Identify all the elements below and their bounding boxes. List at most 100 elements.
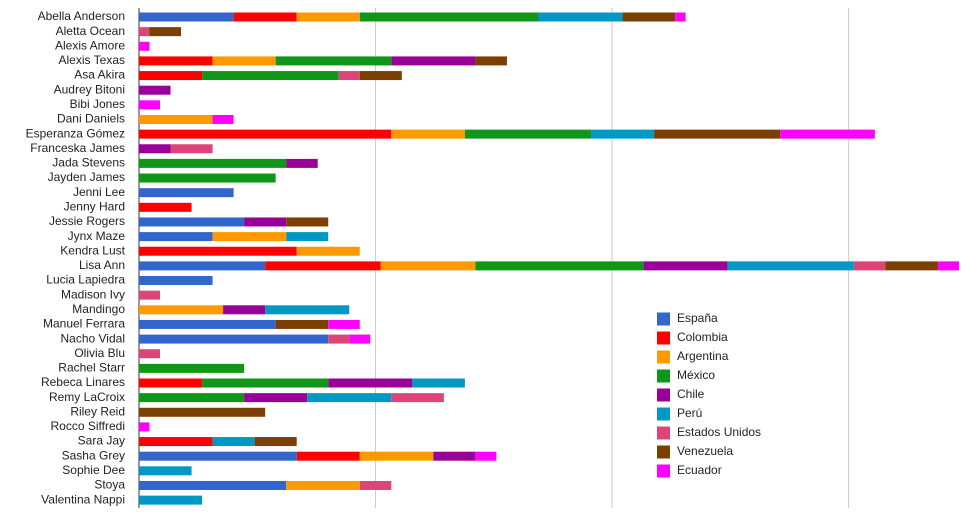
legend-swatch <box>657 445 670 459</box>
legend-label: Colombia <box>677 330 728 344</box>
bar-segment <box>296 246 360 256</box>
legend-label: España <box>677 311 718 325</box>
bar-segment <box>254 437 297 447</box>
bar-segment <box>265 305 350 315</box>
legend-label: Argentina <box>677 349 729 363</box>
bar-segment <box>244 217 287 227</box>
bar-segment <box>139 261 266 271</box>
bar-segment <box>265 261 381 271</box>
legend-label: Chile <box>677 387 705 401</box>
y-tick-label: Jada Stevens <box>52 156 125 170</box>
y-tick-label: Rocco Siffredi <box>51 419 125 433</box>
y-tick-label: Olivia Blu <box>74 346 125 360</box>
bar-segment <box>212 56 276 66</box>
bar-segment <box>139 437 213 447</box>
bar-segment <box>286 232 329 242</box>
legend-label: Venezuela <box>677 444 733 458</box>
bar-segment <box>139 129 392 139</box>
bar-segment <box>338 71 360 81</box>
bar-segment <box>380 261 476 271</box>
legend-swatch <box>657 312 670 326</box>
bar-segment <box>475 451 497 461</box>
bar-segment <box>328 378 413 388</box>
y-tick-label: Remy LaCroix <box>49 390 125 404</box>
bar-segment <box>202 71 339 81</box>
bar-segment <box>307 393 392 403</box>
bar-segment <box>727 261 854 271</box>
y-tick-label: Audrey Bitoni <box>54 82 125 96</box>
bar-segment <box>139 393 245 403</box>
bar-segment <box>139 334 329 344</box>
bar-segment <box>139 232 213 242</box>
y-tick-label: Valentina Nappi <box>41 492 125 506</box>
bar-segment <box>349 334 371 344</box>
y-tick-label: Abella Anderson <box>38 9 125 23</box>
bar-segment <box>139 305 224 315</box>
bar-segment <box>139 56 213 66</box>
bar-segment <box>139 158 287 168</box>
y-tick-label: Jynx Maze <box>68 229 126 243</box>
bar-segment <box>139 188 234 198</box>
bar-segment <box>643 261 728 271</box>
y-tick-label: Riley Reid <box>70 404 125 418</box>
y-tick-label: Jayden James <box>48 170 125 184</box>
bar-segment <box>139 85 171 95</box>
bar-segment <box>359 480 392 490</box>
bar-segment <box>139 378 203 388</box>
y-tick-label: Alexis Amore <box>55 38 125 52</box>
bar-segment <box>391 129 465 139</box>
legend-swatch <box>657 464 670 478</box>
bar-segment <box>391 393 444 403</box>
y-tick-label: Sophie Dee <box>62 463 125 477</box>
y-tick-label: Esperanza Gómez <box>26 126 125 140</box>
bar-segment <box>937 261 959 271</box>
legend-swatch <box>657 331 670 345</box>
y-tick-label: Sasha Grey <box>62 448 125 462</box>
bar-segment <box>359 451 434 461</box>
bar-segment <box>359 71 402 81</box>
bar-segment <box>139 173 276 183</box>
bar-segment <box>212 437 255 447</box>
bar-segment <box>475 261 644 271</box>
bar-segment <box>885 261 938 271</box>
bar-segment <box>296 12 360 22</box>
bar-segment <box>139 422 150 432</box>
bar-segment <box>139 290 161 300</box>
bar-segment <box>139 407 266 417</box>
legend-label: México <box>677 368 715 382</box>
legend-swatch <box>657 350 670 364</box>
bar-segment <box>675 12 686 22</box>
y-tick-label: Madison Ivy <box>61 287 125 301</box>
bar-segment <box>212 232 287 242</box>
bar-segment <box>139 480 287 490</box>
bar-segment <box>139 363 245 373</box>
legend-label: Perú <box>677 406 702 420</box>
bar-segment <box>202 378 329 388</box>
bar-segment <box>139 276 213 286</box>
y-tick-label: Mandingo <box>72 302 125 316</box>
legend-swatch <box>657 407 670 421</box>
bar-segment <box>853 261 886 271</box>
legend-swatch <box>657 388 670 402</box>
bar-segment <box>244 393 308 403</box>
y-tick-label: Lisa Ann <box>79 258 125 272</box>
bar-segment <box>391 56 476 66</box>
y-tick-label: Jenni Lee <box>73 185 125 199</box>
bar-segment <box>275 56 392 66</box>
bar-segment <box>139 27 150 37</box>
y-tick-label: Alexis Texas <box>59 53 125 67</box>
y-tick-label: Asa Akira <box>74 68 125 82</box>
bar-segment <box>464 129 592 139</box>
bar-segment <box>286 217 329 227</box>
bar-segment <box>139 71 203 81</box>
bar-segment <box>139 100 161 110</box>
y-tick-label: Rebeca Linares <box>41 375 125 389</box>
bar-segment <box>433 451 476 461</box>
bar-segment <box>139 319 276 329</box>
y-tick-label: Stoya <box>94 478 125 492</box>
legend-swatch <box>657 426 670 440</box>
bar-segment <box>622 12 676 22</box>
bar-segment <box>170 144 213 154</box>
y-tick-label: Nacho Vidal <box>61 331 126 345</box>
